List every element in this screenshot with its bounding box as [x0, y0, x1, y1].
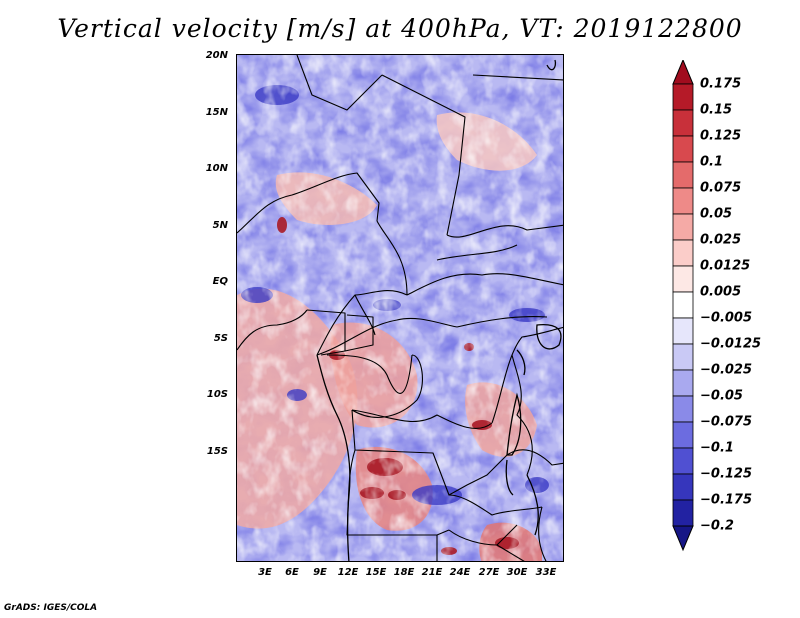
- lon-label-33e: 33E: [535, 567, 557, 578]
- colorbar-level-label: 0.15: [700, 102, 733, 118]
- colorbar-top-arrow: [672, 60, 694, 85]
- colorbar-level-label: −0.025: [700, 362, 753, 378]
- colorbar-level-label: 0.075: [700, 180, 742, 196]
- lon-label-24e: 24E: [449, 567, 471, 578]
- map-plot-area[interactable]: [236, 54, 564, 562]
- chart-title: Vertical velocity [m/s] at 400hPa, VT: 2…: [57, 14, 743, 43]
- field-texture-white: [237, 55, 563, 561]
- velocity-field-map: [237, 55, 563, 561]
- lat-label-15s: 15S: [206, 446, 228, 457]
- lat-label-10s: 10S: [206, 389, 228, 400]
- lat-label-eq: EQ: [212, 276, 228, 287]
- lon-label-27e: 27E: [478, 567, 500, 578]
- colorbar-segment: [672, 499, 694, 527]
- lon-label-3e: 3E: [258, 567, 272, 578]
- colorbar-segment: [672, 473, 694, 501]
- colorbar-level-label: −0.125: [700, 466, 753, 482]
- lon-label-15e: 15E: [365, 567, 387, 578]
- colorbar-segment: [672, 291, 694, 319]
- colorbar-segment: [672, 83, 694, 111]
- lat-label-5s: 5S: [213, 333, 228, 344]
- colorbar-segment: [672, 343, 694, 371]
- colorbar-level-label: −0.2: [700, 518, 734, 534]
- colorbar-segment: [672, 369, 694, 397]
- colorbar-level-label: −0.005: [700, 310, 753, 326]
- colorbar-level-label: 0.005: [700, 284, 742, 300]
- colorbar-segment: [672, 109, 694, 137]
- colorbar-level-label: 0.025: [700, 232, 742, 248]
- colorbar-segment: [672, 161, 694, 189]
- lon-label-6e: 6E: [285, 567, 299, 578]
- lon-label-30e: 30E: [506, 567, 528, 578]
- coastlines-and-lakes: [316, 59, 562, 561]
- colorbar-level-label: −0.05: [700, 388, 743, 404]
- colorbar-segment: [672, 265, 694, 293]
- colorbar-segment: [672, 135, 694, 163]
- colorbar: [672, 60, 694, 552]
- colorbar-level-label: −0.1: [700, 440, 734, 456]
- lat-label-15n: 15N: [205, 107, 228, 118]
- colorbar-segment: [672, 317, 694, 345]
- colorbar-segment: [672, 213, 694, 241]
- colorbar-level-label: 0.175: [700, 76, 742, 92]
- colorbar-segment: [672, 187, 694, 215]
- colorbar-segment: [672, 395, 694, 423]
- colorbar-bottom-arrow: [672, 525, 694, 552]
- lat-label-5n: 5N: [212, 220, 228, 231]
- lon-label-21e: 21E: [421, 567, 443, 578]
- lat-label-10n: 10N: [205, 163, 228, 174]
- colorbar-level-label: 0.1: [700, 154, 724, 170]
- colorbar-level-label: 0.05: [700, 206, 733, 222]
- colorbar-level-label: 0.125: [700, 128, 742, 144]
- colorbar-level-label: −0.075: [700, 414, 753, 430]
- lon-label-18e: 18E: [393, 567, 415, 578]
- grads-credit: GrADS: IGES/COLA: [4, 603, 98, 613]
- colorbar-segment: [672, 447, 694, 475]
- colorbar-segments: [672, 60, 694, 552]
- lat-label-20n: 20N: [205, 50, 228, 61]
- colorbar-segment: [672, 239, 694, 267]
- colorbar-level-label: −0.0125: [700, 336, 762, 352]
- colorbar-segment: [672, 421, 694, 449]
- colorbar-level-label: 0.0125: [700, 258, 751, 274]
- colorbar-level-label: −0.175: [700, 492, 753, 508]
- lon-label-12e: 12E: [337, 567, 359, 578]
- lon-label-9e: 9E: [313, 567, 327, 578]
